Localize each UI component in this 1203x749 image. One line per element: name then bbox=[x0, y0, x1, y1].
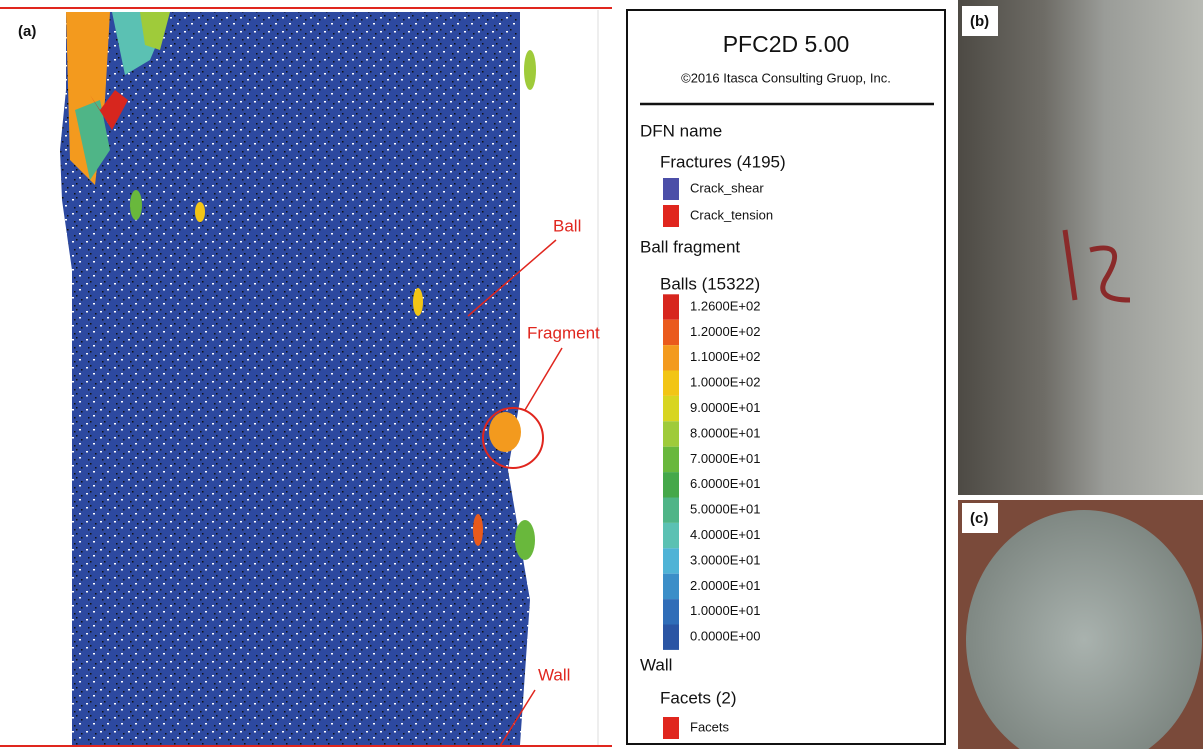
legend-heading: DFN name bbox=[640, 121, 722, 140]
legend-swatch bbox=[663, 178, 679, 200]
legend-label: 1.1000E+02 bbox=[690, 349, 760, 364]
legend-swatch bbox=[663, 523, 679, 548]
legend-swatch bbox=[663, 396, 679, 421]
panel-label: (b) bbox=[970, 13, 989, 30]
legend-label: 4.0000E+01 bbox=[690, 527, 760, 542]
legend-group: Balls (15322) bbox=[660, 274, 760, 293]
legend-swatch bbox=[663, 371, 679, 396]
legend-label: 1.2000E+02 bbox=[690, 324, 760, 339]
fragment-zone bbox=[473, 514, 483, 546]
legend-swatch bbox=[663, 345, 679, 370]
simulation-panel: (a) Ball Fragment Wall bbox=[0, 8, 612, 746]
fragment-zone bbox=[195, 202, 205, 222]
legend-group: Fractures (4195) bbox=[660, 152, 786, 171]
legend-label: 1.0000E+01 bbox=[690, 603, 760, 618]
legend-copyright: ©2016 Itasca Consulting Gruop, Inc. bbox=[681, 70, 891, 85]
legend-heading: Wall bbox=[640, 655, 672, 674]
fragment-zone bbox=[524, 50, 536, 90]
specimen bbox=[60, 12, 530, 745]
legend-label: 3.0000E+01 bbox=[690, 552, 760, 567]
legend-group: Facets (2) bbox=[660, 688, 737, 707]
legend-label: Facets bbox=[690, 719, 730, 734]
legend-label: 1.0000E+02 bbox=[690, 375, 760, 390]
photo-panel: (b) (c) bbox=[958, 0, 1203, 749]
legend-label: Crack_tension bbox=[690, 207, 773, 222]
legend-swatch bbox=[663, 205, 679, 227]
legend-label: 7.0000E+01 bbox=[690, 451, 760, 466]
legend: PFC2D 5.00 ©2016 Itasca Consulting Gruop… bbox=[627, 10, 945, 744]
annotation: Ball bbox=[553, 216, 581, 235]
legend-label: 0.0000E+00 bbox=[690, 629, 760, 644]
legend-label: Crack_shear bbox=[690, 180, 764, 195]
legend-swatch bbox=[663, 320, 679, 345]
legend-heading: Ball fragment bbox=[640, 237, 740, 256]
panel-label: (a) bbox=[18, 23, 36, 40]
legend-swatch bbox=[663, 498, 679, 523]
legend-swatch bbox=[663, 548, 679, 573]
photo-cylinder bbox=[958, 0, 1203, 495]
legend-swatch bbox=[663, 472, 679, 497]
legend-swatch bbox=[663, 717, 679, 739]
annotation: Fragment bbox=[527, 323, 600, 342]
legend-swatch bbox=[663, 447, 679, 472]
annotation-leader bbox=[525, 348, 562, 410]
legend-swatch bbox=[663, 574, 679, 599]
annotation: Wall bbox=[538, 665, 570, 684]
legend-label: 5.0000E+01 bbox=[690, 502, 760, 517]
legend-swatch bbox=[663, 294, 679, 319]
legend-label: 8.0000E+01 bbox=[690, 425, 760, 440]
fragment-zone bbox=[489, 412, 521, 452]
fragment-zone bbox=[130, 190, 142, 220]
panel-label: (c) bbox=[970, 510, 988, 527]
legend-swatch bbox=[663, 625, 679, 650]
legend-label: 9.0000E+01 bbox=[690, 400, 760, 415]
legend-label: 2.0000E+01 bbox=[690, 578, 760, 593]
figure: (a) Ball Fragment Wall PFC2D 5.00 ©2016 … bbox=[0, 0, 1203, 749]
legend-label: 1.2600E+02 bbox=[690, 298, 760, 313]
legend-swatch bbox=[663, 421, 679, 446]
fragment-zone bbox=[515, 520, 535, 560]
fragment-zone bbox=[413, 288, 423, 316]
legend-swatch bbox=[663, 599, 679, 624]
legend-label: 6.0000E+01 bbox=[690, 476, 760, 491]
legend-title: PFC2D 5.00 bbox=[723, 31, 850, 57]
